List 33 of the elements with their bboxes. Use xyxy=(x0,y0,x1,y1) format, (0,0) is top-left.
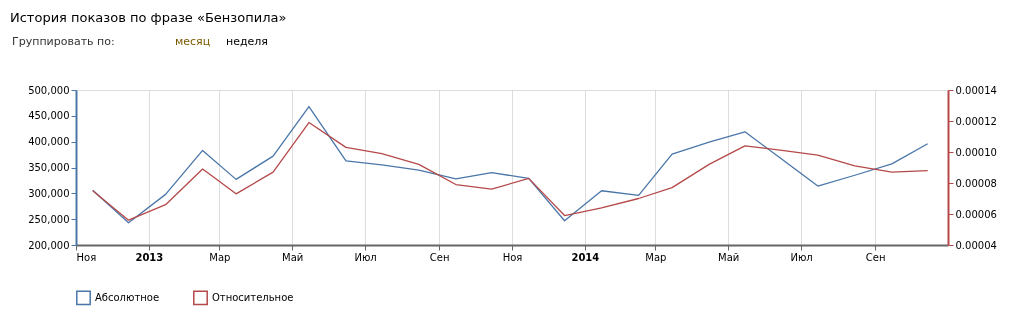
legend-label: Абсолютное xyxy=(95,291,160,303)
x-tick-label: 2013 xyxy=(135,251,164,263)
x-tick-label: Июл xyxy=(790,251,813,263)
x-tick-label: Ноя xyxy=(76,251,97,263)
y-tick-label: 400,000 xyxy=(28,136,70,148)
line-series xyxy=(92,105,929,224)
x-tick-label: Сен xyxy=(429,251,450,263)
x-tick-label: Сен xyxy=(865,251,886,263)
y2-tick-label: 0.00010 xyxy=(955,146,997,158)
y-tick-label: 500,000 xyxy=(28,84,70,96)
y-tick-label: 350,000 xyxy=(28,162,70,173)
y-tick-label: 250,000 xyxy=(28,213,70,225)
y-tick-label: 200,000 xyxy=(28,239,70,251)
x-tick-label: Ноя xyxy=(502,251,523,263)
legend-label: Относительное xyxy=(212,291,294,303)
x-tick-label: 2014 xyxy=(571,251,600,263)
y2-tick-label: 0.00014 xyxy=(955,84,997,96)
x-tick-label: Мар xyxy=(645,251,667,263)
x-tick-label: Июл xyxy=(354,251,377,263)
y2-tick-label: 0.00008 xyxy=(955,177,997,189)
chart-title: История показов по фразе «Бензопила» xyxy=(10,10,287,25)
y2-tick-label: 0.00004 xyxy=(955,239,997,251)
x-tick-label: Май xyxy=(718,251,740,263)
y-tick-label: 300,000 xyxy=(28,187,70,199)
text: месяц xyxy=(175,35,211,48)
y2-tick-label: 0.00006 xyxy=(955,208,997,220)
line-series xyxy=(92,121,929,221)
x-tick-label: Мар xyxy=(209,251,231,263)
text: Группировать по: xyxy=(12,35,115,48)
x-tick-label: Май xyxy=(282,251,304,263)
y-tick-label: 450,000 xyxy=(28,110,70,122)
text: неделя xyxy=(226,35,268,48)
y2-tick-label: 0.00012 xyxy=(955,115,997,127)
